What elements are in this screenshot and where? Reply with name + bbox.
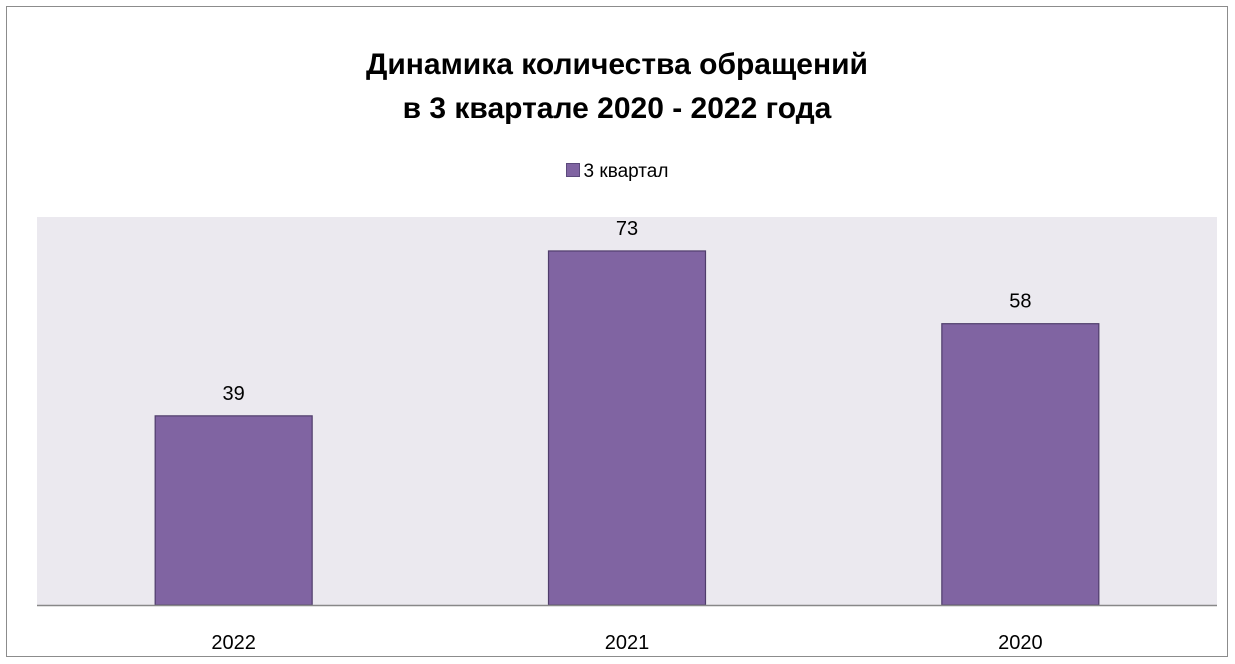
x-tick-label-2020: 2020 — [998, 632, 1043, 654]
legend-label: 3 квартал — [583, 161, 669, 182]
data-label-2021: 73 — [616, 218, 638, 240]
bar-2022 — [154, 415, 313, 606]
chart-title-line-2: в 3 квартале 2020 - 2022 года — [402, 92, 832, 125]
chart-title: Динамика количества обращений в 3 кварта… — [7, 43, 1227, 131]
legend-swatch — [565, 163, 580, 178]
bar-2020 — [941, 323, 1100, 606]
data-label-2020: 58 — [1009, 291, 1031, 313]
labels-layer: 39 2022 73 2021 58 2020 — [211, 218, 1042, 654]
chart-legend: 3 квартал — [7, 161, 1227, 183]
x-tick-label-2021: 2021 — [605, 632, 650, 654]
bars-layer — [154, 250, 1100, 606]
chart-title-line-1: Динамика количества обращений — [365, 48, 868, 81]
bar-2021 — [547, 250, 707, 606]
x-tick-label-2022: 2022 — [211, 632, 256, 654]
data-label-2022: 39 — [223, 383, 245, 405]
